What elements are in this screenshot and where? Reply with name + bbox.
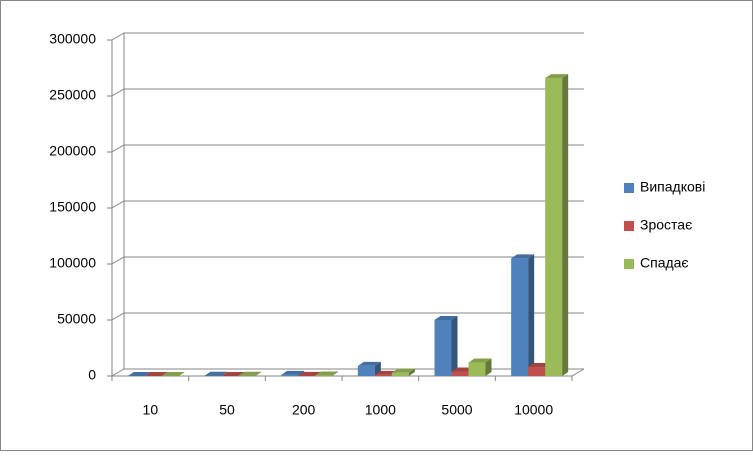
bar-side xyxy=(452,316,458,376)
y-tick-label: 100000 xyxy=(49,255,96,271)
bar-front xyxy=(358,366,375,376)
bar xyxy=(511,254,534,376)
legend-label: Спадає xyxy=(640,255,689,271)
bar-front xyxy=(528,367,545,376)
bar-front xyxy=(511,258,528,376)
y-tick-label: 0 xyxy=(88,367,96,383)
bar-front xyxy=(545,78,562,376)
x-tick-label: 50 xyxy=(219,402,235,418)
legend-swatch xyxy=(624,221,634,231)
x-tick-label: 10 xyxy=(143,402,159,418)
bar-front xyxy=(452,372,469,376)
x-tick-label: 200 xyxy=(292,402,316,418)
bar-side xyxy=(528,254,534,376)
bar-side xyxy=(562,74,568,376)
legend-label: Зростає xyxy=(640,217,692,233)
bar xyxy=(545,74,568,376)
bar xyxy=(435,316,458,376)
bar-front xyxy=(375,375,392,376)
bar-front xyxy=(469,363,486,376)
bar-front xyxy=(392,373,409,376)
legend-label: Випадкові xyxy=(640,179,705,195)
x-tick-label: 10000 xyxy=(514,402,553,418)
y-tick-label: 250000 xyxy=(49,87,96,103)
bar-front xyxy=(281,375,298,376)
y-tick-label: 300000 xyxy=(49,31,96,47)
bar-front xyxy=(315,375,332,376)
x-tick-label: 1000 xyxy=(365,402,396,418)
y-tick-label: 200000 xyxy=(49,143,96,159)
bar-front xyxy=(435,320,452,376)
y-tick-label: 150000 xyxy=(49,199,96,215)
bar xyxy=(469,359,492,376)
y-tick-label: 50000 xyxy=(57,311,96,327)
legend-swatch xyxy=(624,259,634,269)
x-tick-label: 5000 xyxy=(441,402,472,418)
legend-swatch xyxy=(624,183,634,193)
